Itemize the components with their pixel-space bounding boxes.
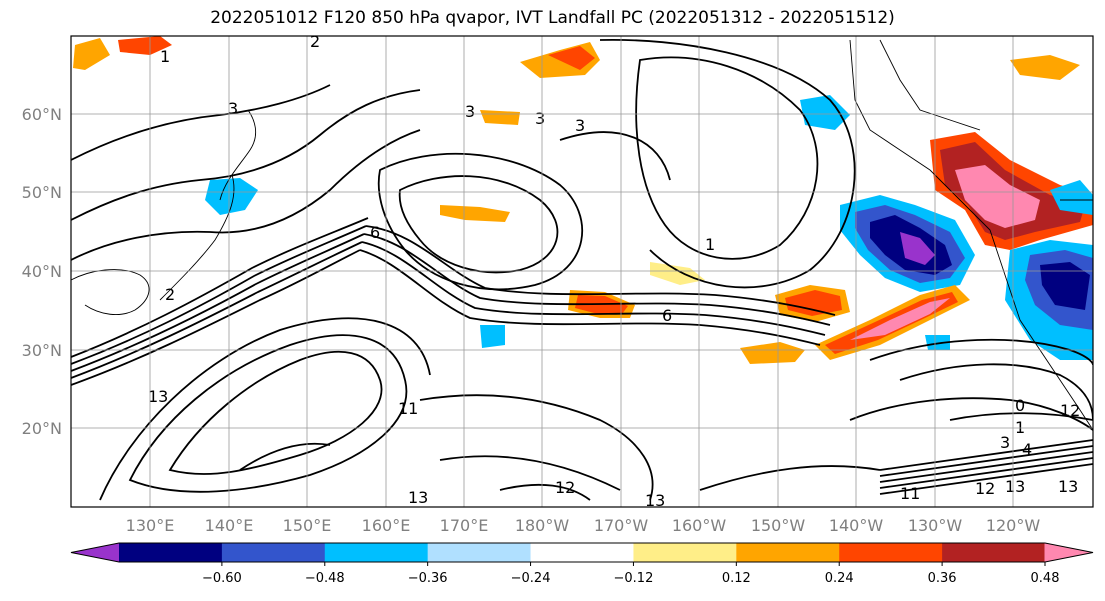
colorbar-tick-label: −0.24 <box>511 571 551 586</box>
coastlines <box>71 39 1093 431</box>
contour-label: 1 <box>1015 418 1025 437</box>
contour-label: 13 <box>148 387 168 406</box>
contour-label: 2 <box>165 285 175 304</box>
map-frame <box>70 35 1094 508</box>
longitude-label: 170°E <box>440 516 489 535</box>
colorbar-tick-label: 0.24 <box>825 571 854 586</box>
colorbar-segment <box>736 543 840 562</box>
contour-label: 4 <box>1022 440 1032 459</box>
graticule <box>71 36 1093 507</box>
longitude-label: 120°W <box>986 516 1041 535</box>
contour-label: 2 <box>310 32 320 51</box>
colorbar-segment <box>530 543 634 562</box>
contour-label: 12 <box>975 479 995 498</box>
colorbar-tick-label: −0.48 <box>305 571 345 586</box>
contour-label: 0 <box>1015 396 1025 415</box>
longitude-label: 130°E <box>126 516 175 535</box>
colorbar-tick-label: −0.36 <box>408 571 448 586</box>
longitude-label: 140°W <box>829 516 884 535</box>
contour-label: 11 <box>900 484 920 503</box>
colorbar-tick-label: −0.60 <box>202 571 242 586</box>
contour-label: 3 <box>228 99 238 118</box>
ivt-contours <box>71 38 1093 501</box>
longitude-label: 180°W <box>515 516 570 535</box>
longitude-label: 170°W <box>594 516 649 535</box>
colorbar-tick-label: −0.12 <box>614 571 654 586</box>
map-title: 2022051012 F120 850 hPa qvapor, IVT Land… <box>210 8 895 28</box>
colorbar-segment <box>221 543 326 562</box>
longitude-label: 130°W <box>908 516 963 535</box>
latitude-labels: 60°N 50°N 40°N 30°N 20°N <box>22 105 62 438</box>
contour-label: 3 <box>575 116 585 135</box>
colorbar-outline <box>70 542 1094 563</box>
contour-label: 12 <box>1060 401 1080 420</box>
colorbar <box>70 542 1094 563</box>
colorbar-segment <box>324 543 429 562</box>
latitude-label: 60°N <box>22 105 62 124</box>
contour-label: 13 <box>1058 477 1078 496</box>
colorbar-extend-high <box>1044 543 1093 562</box>
colorbar-extend-low <box>71 543 120 562</box>
contour-label: 13 <box>1005 477 1025 496</box>
contour-label: 1 <box>705 235 715 254</box>
colorbar-tick-label: 0.12 <box>722 571 751 586</box>
contour-label: 6 <box>370 223 380 242</box>
latitude-label: 30°N <box>22 341 62 360</box>
longitude-label: 160°W <box>672 516 727 535</box>
colorbar-segment <box>119 543 223 562</box>
colorbar-segment <box>633 543 737 562</box>
contour-label: 13 <box>645 491 665 510</box>
colorbar-tick-label: 0.48 <box>1031 571 1060 586</box>
map-content: 2 1 3 3 3 3 2 6 6 1 11 13 13 12 13 11 13… <box>71 32 1093 510</box>
colorbar-segment <box>427 543 532 562</box>
colorbar-segment <box>839 543 943 562</box>
colorbar-segment <box>942 543 1046 562</box>
contour-label: 11 <box>398 399 418 418</box>
contour-label: 12 <box>555 478 575 497</box>
contour-label: 1 <box>160 47 170 66</box>
contour-labels: 2 1 3 3 3 3 2 6 6 1 11 13 13 12 13 11 13… <box>148 32 1080 510</box>
longitude-label: 150°E <box>283 516 332 535</box>
contour-label: 3 <box>535 109 545 128</box>
latitude-label: 40°N <box>22 262 62 281</box>
contour-label: 13 <box>408 488 428 507</box>
contour-label: 3 <box>465 102 475 121</box>
longitude-label: 160°E <box>362 516 411 535</box>
longitude-labels: 130°E 140°E 150°E 160°E 170°E 180°W 170°W 160°W… <box>126 516 1041 535</box>
longitude-label: 150°W <box>751 516 806 535</box>
latitude-label: 20°N <box>22 419 62 438</box>
latitude-label: 50°N <box>22 183 62 202</box>
contour-label: 6 <box>662 306 672 325</box>
contour-label: 3 <box>1000 433 1010 452</box>
colorbar-tick-labels: −0.60 −0.48 −0.36 −0.24 −0.12 0.12 0.24 0.36 0.4… <box>202 562 1060 586</box>
longitude-label: 140°E <box>205 516 254 535</box>
colorbar-tick-label: 0.36 <box>928 571 957 586</box>
